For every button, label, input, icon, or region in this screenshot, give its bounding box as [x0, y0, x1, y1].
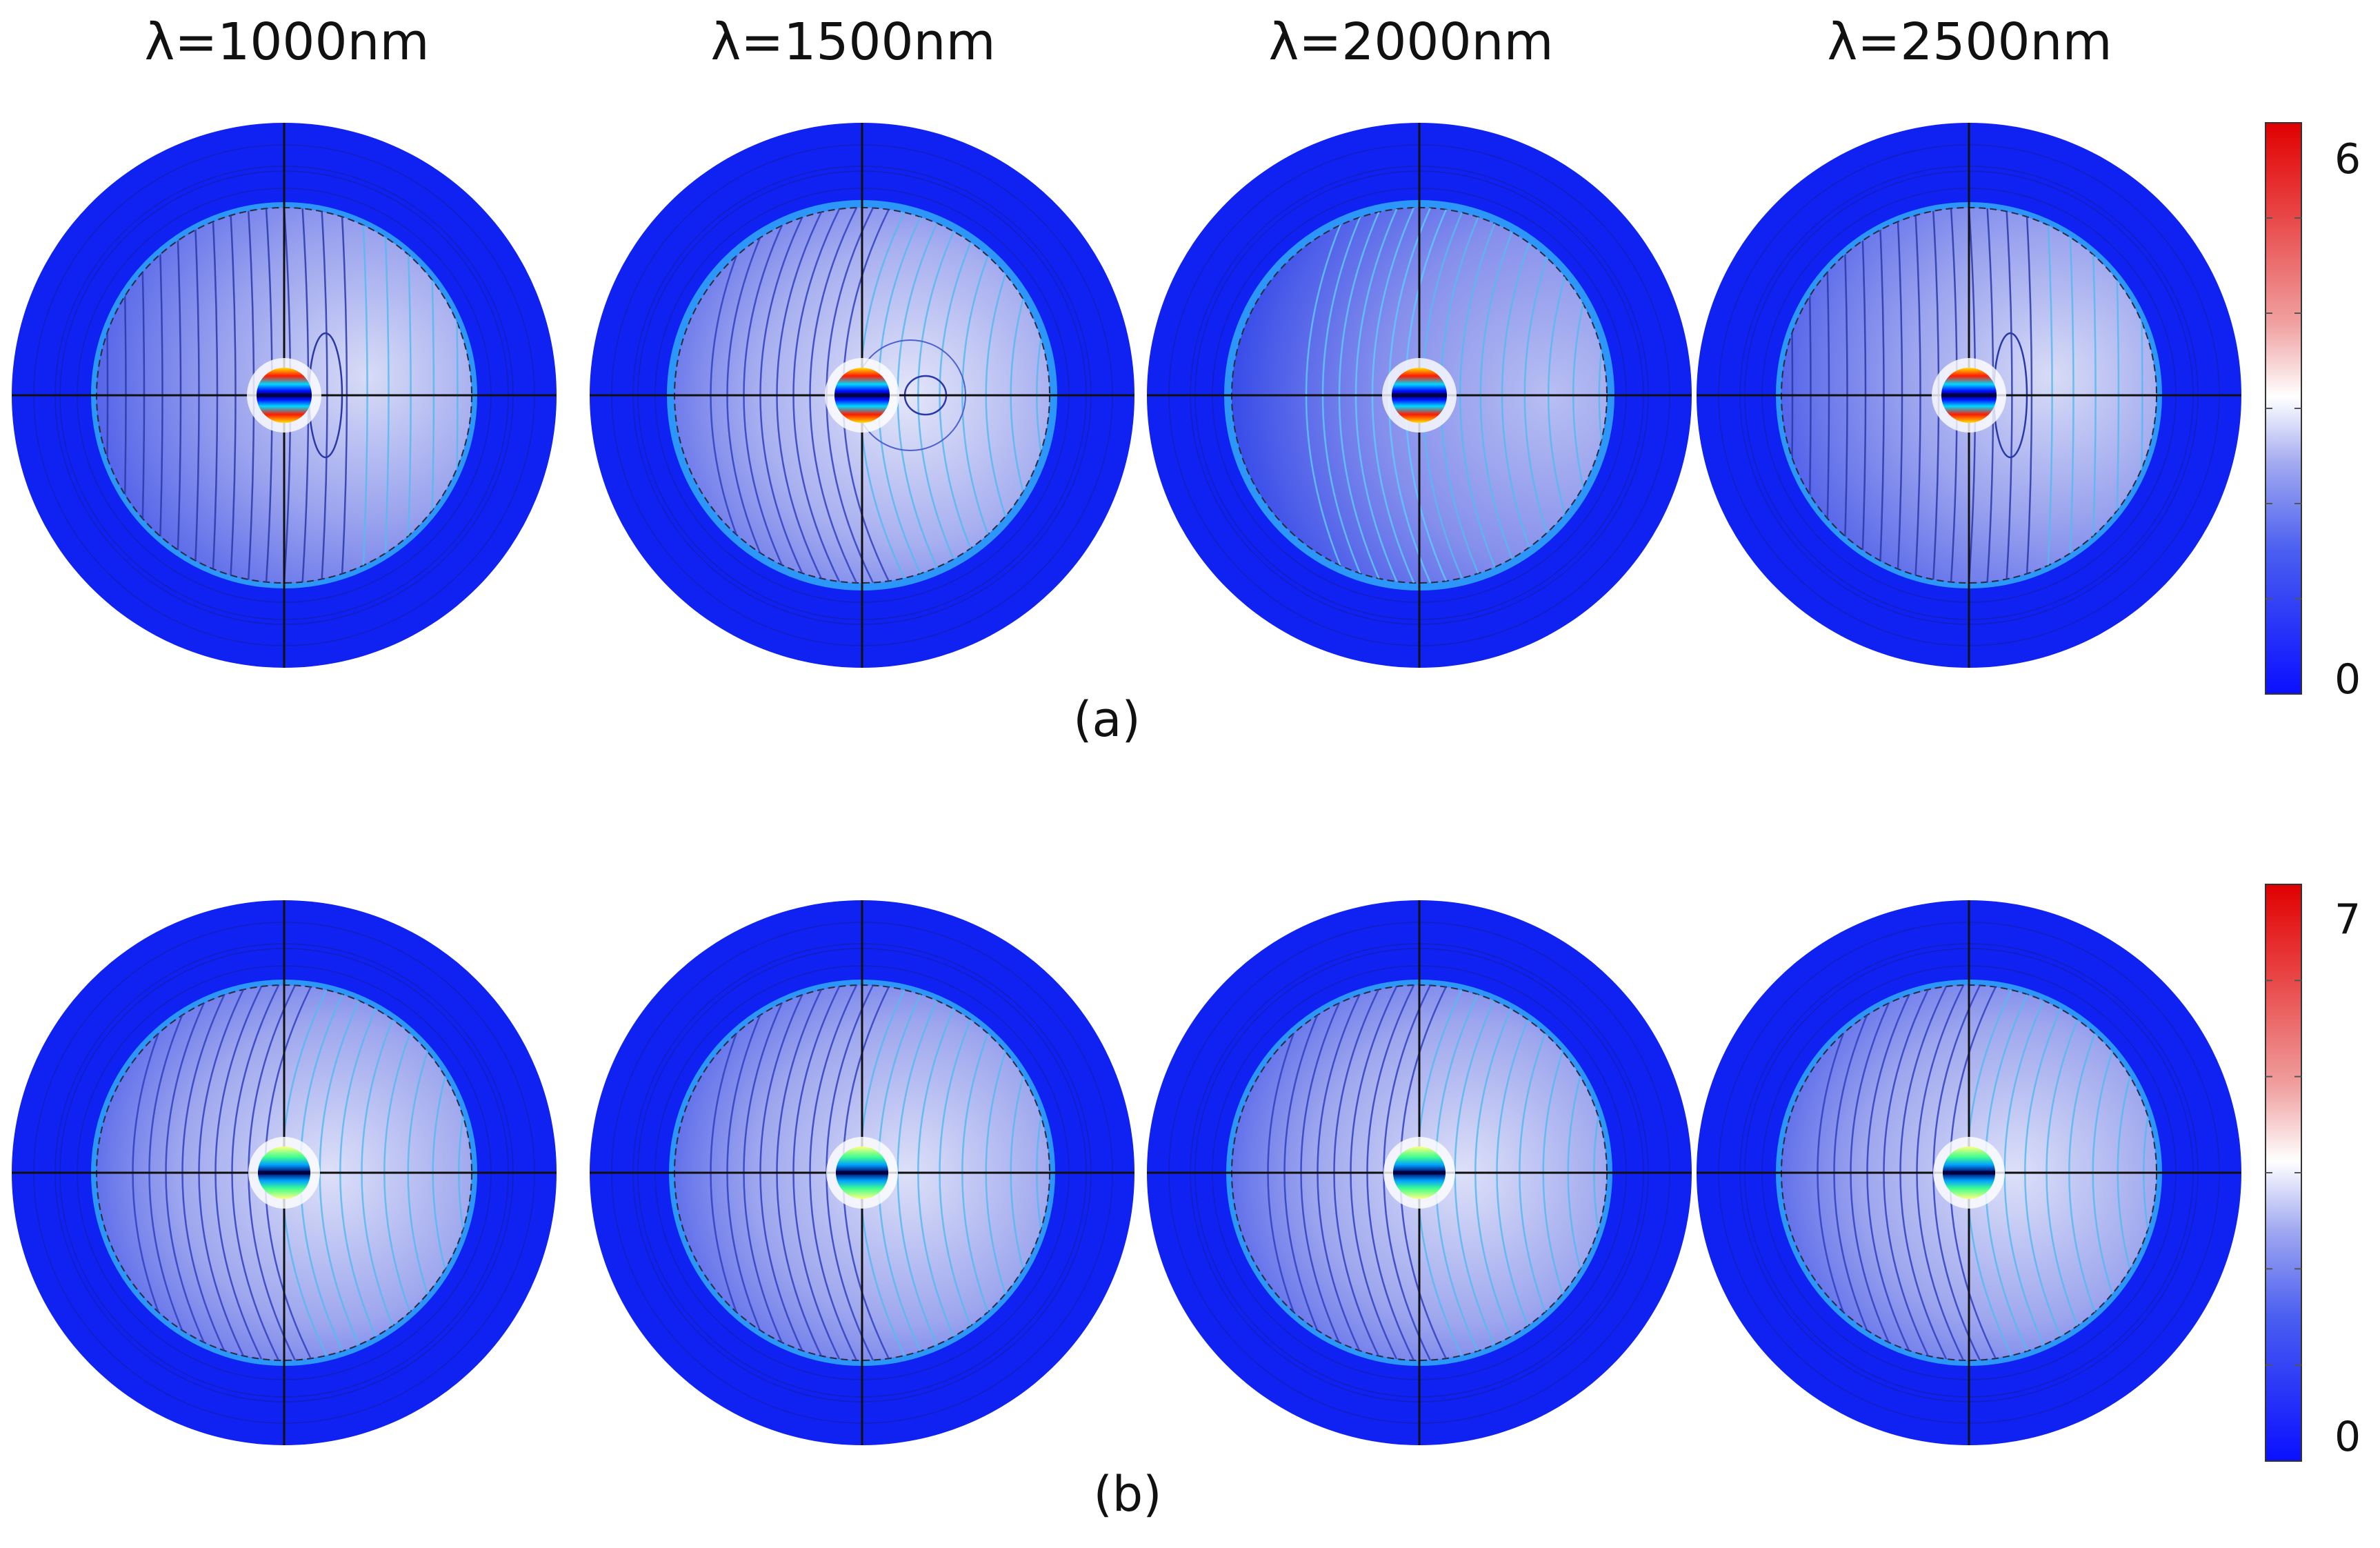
plot-a-2 — [590, 123, 1134, 668]
column-title-2500nm: λ=2500nm — [1827, 12, 2112, 72]
colorbar-b-max-label: 7 — [2334, 895, 2361, 944]
plot-b-3 — [1147, 900, 1692, 1445]
colorbar-a-min-label: 0 — [2334, 655, 2361, 704]
plot-b-4 — [1697, 900, 2241, 1445]
column-title-1000nm: λ=1000nm — [144, 12, 430, 72]
plot-a-1 — [12, 123, 557, 668]
plot-b-1 — [12, 900, 557, 1445]
plot-b-2 — [590, 900, 1134, 1445]
colorbar-b-min-label: 0 — [2334, 1413, 2361, 1461]
plot-a-3 — [1147, 123, 1692, 668]
panel-label-b: (b) — [1093, 1466, 1162, 1522]
plot-a-4 — [1697, 123, 2241, 668]
panel-label-a: (a) — [1073, 691, 1141, 748]
column-title-2000nm: λ=2000nm — [1268, 12, 1554, 72]
column-title-1500nm: λ=1500nm — [710, 12, 996, 72]
colorbar-a-max-label: 6 — [2334, 135, 2361, 183]
